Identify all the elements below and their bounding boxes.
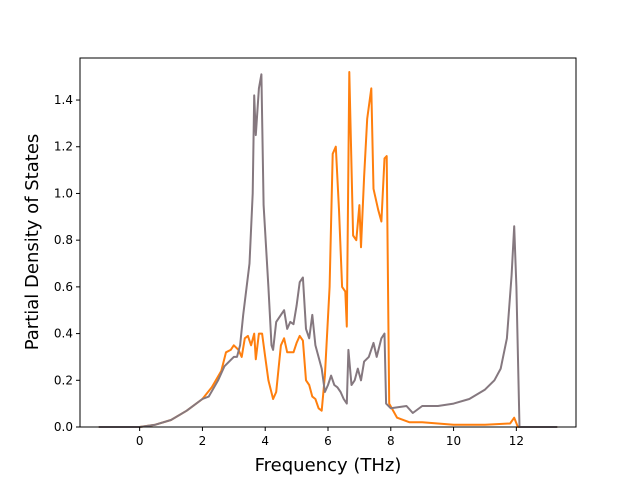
series-layer <box>98 71 558 428</box>
x-axis-label: Frequency (THz) <box>255 455 402 476</box>
x-tick-label: 12 <box>509 434 524 448</box>
x-tick-label: 6 <box>324 434 332 448</box>
y-tick-label: 0.2 <box>54 373 73 387</box>
y-tick-label: 0.4 <box>54 327 73 341</box>
y-axis-ticks: 0.0 0.2 0.4 0.6 0.8 1.0 1.2 1.4 <box>54 93 80 434</box>
x-tick-label: 0 <box>136 434 144 448</box>
y-tick-label: 0.6 <box>54 280 73 294</box>
y-axis-label: Partial Density of States <box>22 134 43 351</box>
y-tick-label: 1.2 <box>54 140 73 154</box>
x-tick-label: 10 <box>446 434 461 448</box>
x-tick-label: 4 <box>261 434 269 448</box>
y-tick-label: 1.4 <box>54 93 73 107</box>
x-tick-label: 2 <box>199 434 207 448</box>
y-tick-label: 0.0 <box>54 420 73 434</box>
series-line-1 <box>98 73 558 428</box>
series-line-0 <box>98 71 558 428</box>
plot-frame <box>79 57 577 428</box>
y-tick-label: 1.0 <box>54 186 73 200</box>
x-axis-ticks: 0 2 4 6 8 10 12 <box>136 427 524 448</box>
y-tick-label: 0.8 <box>54 233 73 247</box>
x-tick-label: 8 <box>387 434 395 448</box>
